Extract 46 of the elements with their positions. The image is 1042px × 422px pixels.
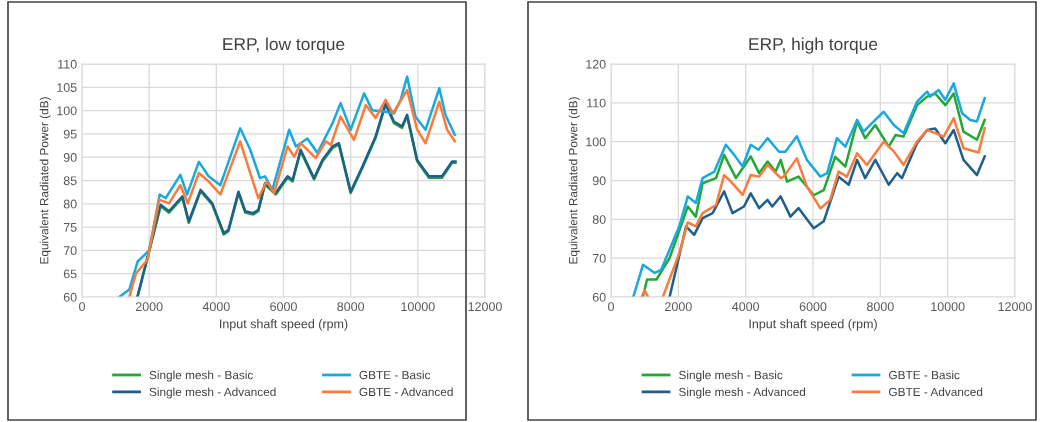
chart-title: ERP, low torque — [223, 37, 345, 54]
y-tick-label: 90 — [592, 176, 606, 186]
y-tick-label: 60 — [63, 292, 77, 302]
x-tick-label: 8000 — [337, 302, 365, 312]
x-tick-label: 0 — [608, 302, 614, 312]
y-tick-label: 85 — [63, 176, 77, 186]
legend-label: GBTE - Advanced — [889, 387, 983, 397]
x-tick-label: 12000 — [998, 302, 1032, 312]
legend-label: Single mesh - Basic — [679, 370, 783, 382]
legend-label: Single mesh - Advanced — [149, 387, 276, 399]
chart-title: ERP, high torque — [749, 37, 878, 54]
y-tick-label: 60 — [592, 292, 606, 302]
y-tick-label: 110 — [58, 59, 77, 69]
legend-label: GBTE - Basic — [359, 370, 431, 380]
x-tick-label: 12000 — [468, 302, 502, 312]
legend-label: GBTE - Basic — [889, 370, 960, 380]
x-tick-label: 10000 — [401, 302, 435, 312]
y-axis-title: Equivalent Radiated Power (dB) — [568, 97, 580, 264]
x-tick-label: 6000 — [270, 302, 297, 312]
x-tick-label: 2000 — [135, 302, 163, 312]
x-tick-label: 6000 — [799, 302, 827, 312]
x-axis-title: Input shaft speed (rpm) — [749, 319, 877, 331]
y-tick-label: 100 — [57, 106, 77, 116]
y-tick-label: 110 — [587, 98, 606, 108]
x-tick-label: 8000 — [866, 302, 894, 312]
x-tick-label: 10000 — [931, 302, 965, 312]
x-axis-title: Input shaft speed (rpm) — [220, 319, 348, 331]
x-tick-label: 4000 — [732, 302, 760, 312]
y-tick-label: 65 — [63, 269, 77, 279]
x-tick-label: 0 — [79, 302, 85, 312]
y-tick-label: 95 — [63, 129, 77, 139]
x-tick-label: 4000 — [202, 302, 230, 312]
legend-label: Single mesh - Basic — [149, 370, 253, 382]
y-tick-label: 70 — [63, 246, 77, 256]
legend-label: Single mesh - Advanced — [679, 387, 806, 399]
y-tick-label: 80 — [592, 215, 606, 224]
y-tick-label: 70 — [592, 253, 606, 263]
legend-label: GBTE - Advanced — [359, 387, 453, 397]
x-tick-label: 2000 — [665, 302, 692, 312]
y-tick-label: 90 — [63, 153, 77, 162]
y-axis-title: Equivalent Radiated Power (dB) — [39, 97, 51, 264]
y-tick-label: 75 — [63, 223, 77, 232]
y-tick-label: 105 — [57, 83, 77, 92]
y-tick-label: 120 — [586, 59, 606, 69]
y-tick-label: 100 — [586, 137, 606, 147]
y-tick-label: 80 — [63, 199, 77, 209]
